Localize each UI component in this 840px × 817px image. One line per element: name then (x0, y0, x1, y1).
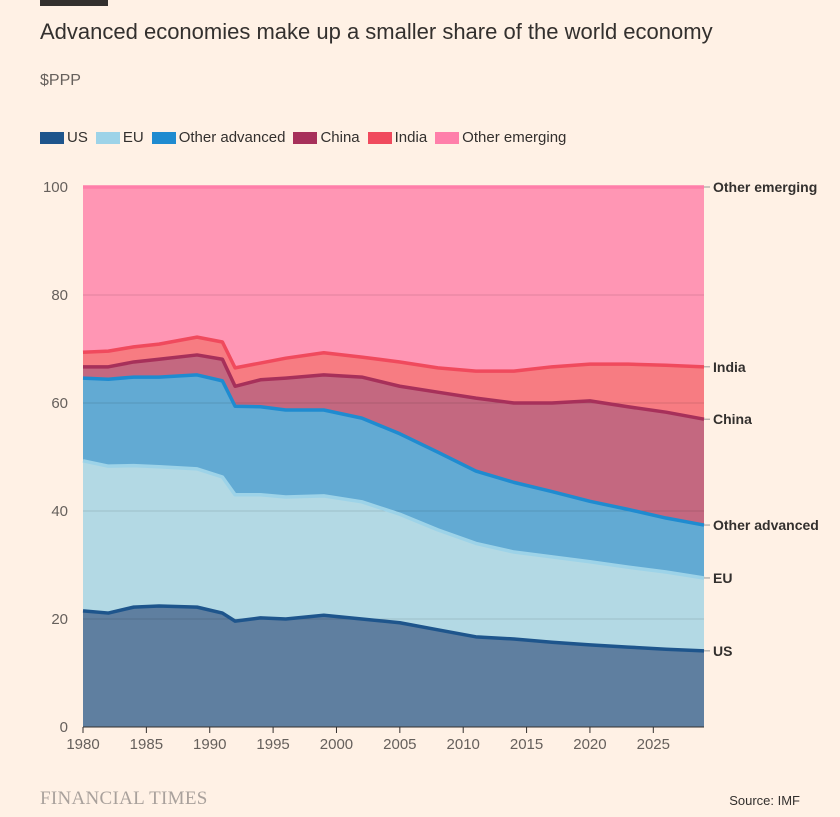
chart-title: Advanced economies make up a smaller sha… (40, 19, 713, 44)
end-label-india: India (713, 359, 746, 375)
legend-item: Other emerging (435, 129, 566, 146)
legend-label: Other emerging (462, 129, 567, 146)
area-other-advanced (83, 374, 704, 578)
end-label-other-emerging: Other emerging (713, 179, 817, 195)
x-tick-label: 1980 (66, 736, 99, 753)
legend-label: EU (122, 129, 144, 146)
line-india (82, 335, 705, 373)
y-tick-label: 60 (51, 395, 68, 412)
legend-item: China (293, 129, 360, 146)
line-china (83, 353, 705, 421)
y-tick-label: 40 (51, 503, 68, 520)
x-tick-label: 1990 (193, 736, 226, 753)
legend-item: EU (95, 129, 144, 146)
area-eu (83, 460, 704, 651)
x-tick-label: 1995 (256, 736, 289, 753)
x-tick-label: 2025 (637, 736, 670, 753)
end-label-eu: EU (713, 570, 732, 586)
y-tick-label: 0 (60, 719, 68, 736)
end-label-other-advanced: Other advanced (713, 517, 819, 533)
ft-logo: FINANCIAL TIMES (40, 788, 208, 809)
y-tick-label: 80 (51, 287, 68, 304)
legend-swatch (151, 131, 176, 144)
y-tick-label: 100 (43, 179, 68, 196)
top-rule (40, 0, 108, 6)
legend-item: India (367, 129, 428, 146)
y-tick-label: 20 (51, 611, 68, 628)
legend: US EU Other advanced China India Other emergi… (40, 129, 566, 146)
end-label-china: China (713, 411, 752, 427)
legend-label: US (67, 129, 88, 146)
x-tick-label: 2015 (510, 736, 543, 753)
x-tick-label: 2010 (447, 736, 480, 753)
x-tick-label: 2000 (320, 736, 353, 753)
x-tick-label: 1985 (130, 736, 163, 753)
legend-item: Other advanced (151, 129, 286, 146)
legend-swatch (293, 131, 318, 144)
area-other-emerging (83, 187, 704, 372)
legend-swatch (40, 131, 64, 144)
line-us (82, 604, 705, 653)
source-note: Source: IMF (729, 793, 800, 808)
line-eu (82, 459, 705, 580)
area-india (83, 337, 704, 420)
end-label-us: US (713, 643, 732, 659)
legend-swatch (367, 131, 392, 144)
legend-label: China (320, 129, 360, 146)
x-tick-label: 2005 (383, 736, 416, 753)
area-china (83, 354, 704, 526)
legend-swatch (95, 131, 120, 144)
legend-swatch (435, 131, 460, 144)
chart-subtitle: $PPP (40, 72, 81, 89)
line-other-advanced (82, 373, 705, 527)
legend-label: Other advanced (178, 129, 286, 146)
area-us (83, 606, 704, 727)
legend-item: US (40, 129, 88, 146)
legend-label: India (394, 129, 428, 146)
x-tick-label: 2020 (573, 736, 606, 753)
